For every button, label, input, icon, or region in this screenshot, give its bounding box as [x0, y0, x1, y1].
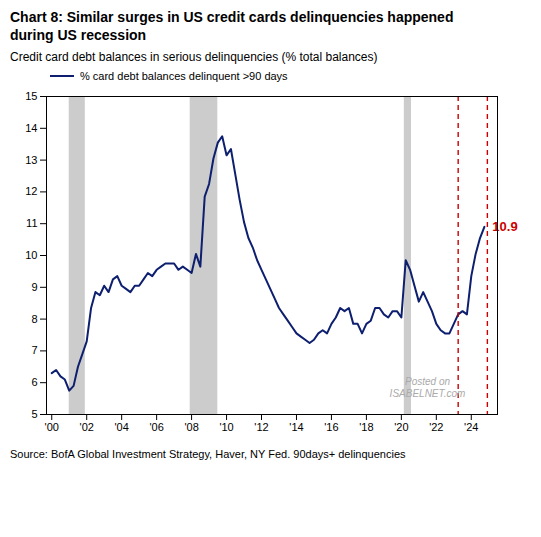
svg-text:'20: '20: [394, 422, 408, 434]
html-text:Source: BofA Global Investment: Source: BofA Global Investment Strategy,…: [10, 448, 406, 461]
svg-text:6: 6: [31, 377, 37, 389]
svg-text:'08: '08: [184, 422, 198, 434]
html-text:% card debt balances delinquen: % card debt balances delinquent >90 days: [80, 70, 288, 83]
svg-text:12: 12: [25, 186, 37, 198]
svg-text:'18: '18: [359, 422, 373, 434]
svg-text:'10: '10: [219, 422, 233, 434]
svg-text:'24: '24: [464, 422, 478, 434]
svg-text:'14: '14: [289, 422, 303, 434]
svg-text:'00: '00: [45, 422, 59, 434]
svg-text:5: 5: [31, 408, 37, 420]
html-text:Credit card debt balances in s: Credit card debt balances in serious del…: [10, 50, 378, 65]
svg-text:10: 10: [25, 249, 37, 261]
svg-text:9: 9: [31, 281, 37, 293]
svg-text:'06: '06: [149, 422, 163, 434]
svg-text:'16: '16: [324, 422, 338, 434]
svg-text:8: 8: [31, 313, 37, 325]
svg-text:'22: '22: [429, 422, 443, 434]
svg-text:10.9: 10.9: [492, 219, 517, 234]
svg-text:15: 15: [25, 90, 37, 102]
svg-text:14: 14: [25, 122, 37, 134]
svg-text:'02: '02: [80, 422, 94, 434]
svg-text:7: 7: [31, 345, 37, 357]
svg-text:'12: '12: [254, 422, 268, 434]
svg-text:11: 11: [26, 218, 37, 230]
svg-text:13: 13: [25, 154, 37, 166]
html-text:Chart 8: Similar surges in US: Chart 8: Similar surges in US credit car…: [10, 9, 454, 44]
svg-text:Posted onISABELNET.com: Posted onISABELNET.com: [390, 376, 466, 399]
svg-text:'04: '04: [114, 422, 128, 434]
